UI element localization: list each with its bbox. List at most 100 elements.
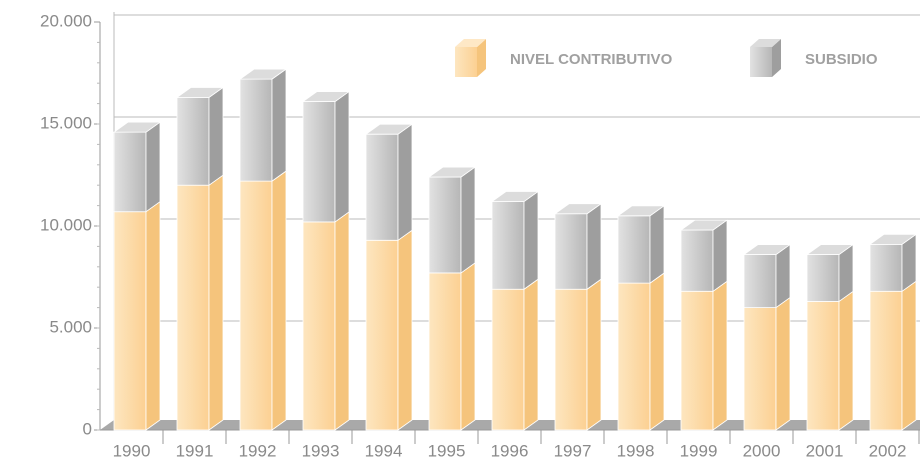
x-tick-label: 1997 (554, 441, 592, 460)
bar-side (397, 229, 413, 431)
y-tick-label: 20.000 (40, 11, 92, 30)
bar-segment (302, 211, 350, 431)
bar (428, 272, 462, 431)
bar-side (334, 211, 350, 431)
bar-top (490, 191, 540, 202)
bar-segment (364, 123, 414, 242)
bar (869, 290, 903, 431)
bar-segment (743, 296, 791, 431)
bar-side (460, 166, 476, 274)
bar (554, 288, 588, 431)
bar (302, 221, 336, 431)
bar (743, 254, 777, 308)
bar (365, 239, 399, 431)
x-tick-label: 2001 (806, 441, 844, 460)
bar-segment (805, 243, 855, 303)
bar-side (208, 86, 224, 186)
x-tick-label: 1992 (239, 441, 277, 460)
bar-top (427, 166, 477, 178)
legend-swatch-top (750, 39, 781, 47)
bar-top (553, 203, 603, 215)
bar-side (901, 280, 917, 431)
bar-segment (554, 278, 602, 431)
bar-side (775, 243, 791, 309)
bar-side (649, 205, 665, 284)
bar-segment (679, 219, 729, 293)
bar-top (175, 87, 225, 98)
y-tick-label: 0 (83, 419, 92, 438)
x-tick-label: 1994 (365, 441, 403, 460)
y-tick-label: 15.000 (40, 113, 92, 132)
bar-side (712, 219, 728, 293)
bar-segment (806, 290, 854, 431)
bar-top (301, 91, 351, 102)
legend-swatch-side (477, 39, 486, 77)
bar (680, 229, 714, 292)
bar-side (838, 290, 854, 431)
bar-top (742, 244, 792, 255)
legend-swatch-top (455, 39, 486, 47)
x-tick-label: 1996 (491, 441, 529, 460)
bar (869, 243, 903, 292)
bar-segment (175, 86, 225, 186)
x-tick-label: 1999 (680, 441, 718, 460)
bar-side (586, 278, 602, 431)
x-tick-label: 2002 (869, 441, 907, 460)
bar (617, 215, 651, 284)
bar-top (868, 233, 918, 245)
bar-side (271, 68, 287, 182)
legend-swatch (750, 47, 772, 77)
bar-side (712, 280, 728, 431)
bar-segment (239, 170, 287, 431)
x-tick-label: 2000 (743, 441, 781, 460)
x-tick-label: 1995 (428, 441, 466, 460)
bar-segment (491, 278, 539, 431)
bar-segment (868, 233, 918, 293)
bar (239, 180, 273, 431)
bar-segment (617, 272, 665, 431)
bar-side (523, 278, 539, 431)
bar (365, 133, 399, 241)
bar (554, 213, 588, 290)
bar (176, 97, 210, 186)
bar-top (238, 68, 288, 80)
bar-top (112, 121, 162, 133)
bar-side (145, 200, 161, 431)
x-tick-label: 1990 (113, 441, 151, 460)
y-tick-label: 10.000 (40, 215, 92, 234)
bar-side (271, 170, 287, 431)
bar-segment (113, 200, 161, 431)
x-tick-label: 1991 (176, 441, 214, 460)
bar (239, 78, 273, 182)
bar-side (775, 296, 791, 431)
bar-segment (869, 280, 917, 431)
legend-swatch-side (772, 39, 781, 77)
bar-top (616, 205, 666, 217)
bar-segment (616, 205, 666, 284)
legend-label: SUBSIDIO (805, 51, 878, 68)
bar (428, 176, 462, 274)
bar-side (334, 90, 350, 223)
bar-side (586, 202, 602, 291)
bar (113, 131, 147, 213)
bar-side (460, 262, 476, 431)
bar-segment (301, 90, 351, 223)
bar-segment (428, 262, 476, 431)
x-tick-label: 1993 (302, 441, 340, 460)
bar-segment (112, 121, 162, 213)
bar (680, 290, 714, 431)
bar-side (523, 190, 539, 291)
bar-segment (427, 166, 477, 274)
legend-swatch (455, 47, 477, 77)
bar-side (208, 174, 224, 431)
bar (176, 184, 210, 431)
bar-top (805, 244, 855, 255)
bar-side (649, 272, 665, 431)
bar (491, 288, 525, 431)
legend-label: NIVEL CONTRIBUTIVO (510, 51, 673, 68)
bar (302, 101, 336, 223)
bar (806, 301, 840, 431)
x-tick-label: 1998 (617, 441, 655, 460)
bar-segment (238, 68, 288, 182)
